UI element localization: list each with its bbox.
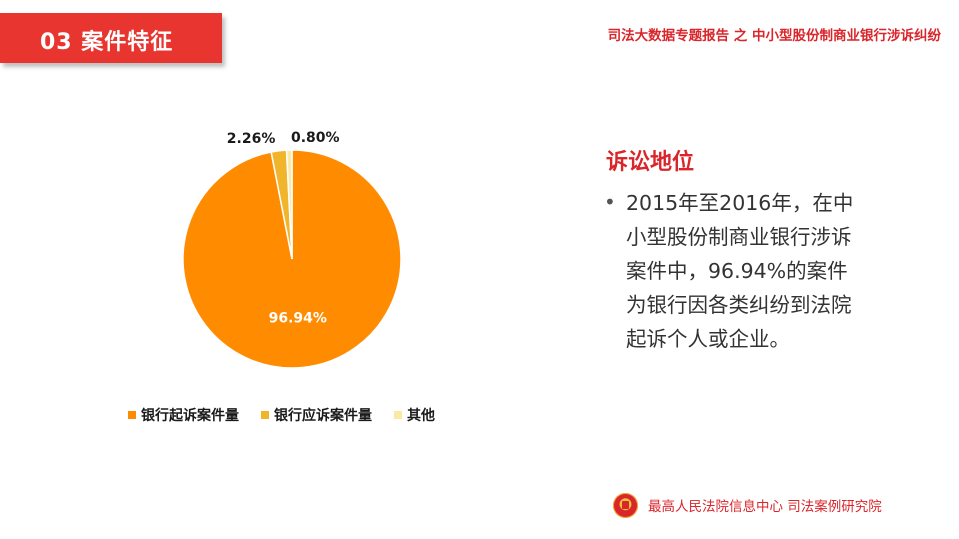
pie-chart: 96.94% 2.26% 0.80%: [182, 130, 402, 369]
legend-swatch: [128, 411, 136, 419]
pie-data-label: 0.80%: [291, 130, 340, 146]
footer-text: 最高人民法院信息中心 司法案例研究院: [648, 499, 882, 515]
footer: 最高人民法院信息中心 司法案例研究院: [613, 491, 882, 519]
bullet-line: 小型股份制商业银行涉诉: [626, 225, 852, 249]
legend-item-bank-plaintiff: 银行起诉案件量: [128, 405, 239, 425]
legend-item-other: 其他: [394, 405, 435, 425]
chart-legend: 银行起诉案件量 银行应诉案件量 其他: [128, 404, 435, 426]
legend-swatch: [261, 411, 269, 419]
court-emblem-icon: [613, 492, 638, 518]
legend-label: 银行起诉案件量: [141, 408, 239, 424]
bullet-paragraph: 2015年至2016年，在中 小型股份制商业银行涉诉 案件中，96.94%的案件…: [626, 186, 876, 356]
section-label: 03 案件特征: [40, 30, 174, 55]
bullet-line: 起诉个人或企业。: [626, 327, 790, 351]
pie-slices: [182, 149, 402, 369]
legend-label: 银行应诉案件量: [274, 408, 372, 424]
report-title: 司法大数据专题报告 之 中小型股份制商业银行涉诉纠纷: [607, 28, 941, 44]
side-heading: 诉讼地位: [606, 150, 695, 175]
legend-item-bank-defendant: 银行应诉案件量: [261, 405, 372, 425]
bullet-line: 2015年至2016年，在中: [626, 191, 854, 215]
section-tab: 03 案件特征: [0, 13, 222, 63]
bullet-line: 案件中，96.94%的案件: [626, 259, 848, 283]
pie-slice-other: [285, 149, 293, 260]
pie-data-label: 96.94%: [269, 311, 327, 327]
pie-data-label: 2.26%: [227, 131, 276, 147]
legend-swatch: [394, 411, 402, 419]
legend-label: 其他: [407, 408, 435, 424]
bullet-line: 为银行因各类纠纷到法院: [626, 293, 852, 317]
bullet-icon: •: [604, 190, 616, 214]
pie-labels: 96.94% 2.26% 0.80%: [227, 130, 340, 327]
